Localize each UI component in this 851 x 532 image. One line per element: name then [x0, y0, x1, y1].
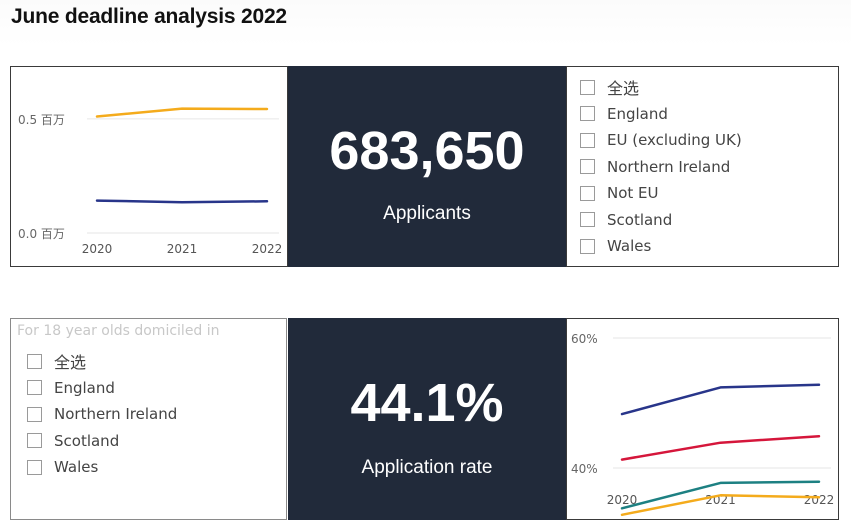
- slicer-header: For 18 year olds domiciled in: [17, 323, 220, 339]
- y-tick-label: 0.0 百万: [18, 227, 65, 241]
- slicer-item-label: England: [54, 378, 115, 397]
- series-line[interactable]: [620, 480, 821, 510]
- checkbox[interactable]: [27, 380, 42, 396]
- slicer-item-label: England: [607, 104, 668, 123]
- checkbox[interactable]: [580, 132, 595, 148]
- series-line[interactable]: [620, 434, 821, 461]
- slicer-item[interactable]: Scotland: [27, 428, 177, 455]
- slicer-item[interactable]: 全选: [580, 74, 742, 101]
- age18-slicer-card: For 18 year olds domiciled in 全选 England N…: [10, 318, 287, 520]
- slicer-item-label: Scotland: [54, 431, 120, 450]
- slicer-item[interactable]: England: [27, 375, 177, 402]
- title-bar: [0, 0, 851, 46]
- series-line[interactable]: [95, 107, 269, 118]
- application-rate-value: 44.1%: [350, 373, 504, 433]
- page-title: June deadline analysis 2022: [11, 5, 287, 28]
- y-tick-label: 40%: [571, 462, 598, 476]
- y-tick-label: 60%: [571, 332, 598, 346]
- slicer-item-label: 全选: [607, 79, 640, 99]
- slicer-item[interactable]: 全选: [27, 348, 177, 375]
- applicants-label: Applicants: [383, 203, 471, 224]
- applicants-trend-chart-card[interactable]: 0.0 百万 0.5 百万 2020 2021 2022: [10, 66, 288, 267]
- series-line[interactable]: [95, 199, 269, 204]
- checkbox[interactable]: [580, 106, 595, 122]
- slicer-item[interactable]: Wales: [580, 233, 742, 260]
- age18-slicer: 全选 England Northern Ireland Scotland Wales: [27, 348, 177, 481]
- slicer-item-label: Not EU: [607, 184, 659, 203]
- checkbox[interactable]: [27, 433, 42, 449]
- checkbox[interactable]: [27, 353, 42, 369]
- checkbox[interactable]: [580, 185, 595, 201]
- slicer-item[interactable]: Not EU: [580, 180, 742, 207]
- slicer-item-label: Scotland: [607, 210, 673, 229]
- x-tick-label: 2021: [167, 242, 198, 256]
- series-line[interactable]: [620, 494, 821, 517]
- slicer-item[interactable]: Wales: [27, 454, 177, 481]
- series-line[interactable]: [620, 383, 821, 416]
- x-tick-label: 2020: [82, 242, 113, 256]
- slicer-item-label: Northern Ireland: [607, 157, 731, 176]
- application-rate-kpi-card[interactable]: 44.1% Application rate: [288, 318, 566, 520]
- slicer-item[interactable]: Northern Ireland: [27, 401, 177, 428]
- slicer-item[interactable]: Scotland: [580, 207, 742, 234]
- x-tick-label: 2022: [804, 493, 835, 507]
- slicer-item-label: Wales: [607, 237, 652, 256]
- application-rate-chart: 40%60%2020 2021 2022: [571, 332, 835, 517]
- applicants-trend-chart: 0.0 百万 0.5 百万 2020 2021 2022: [18, 107, 283, 256]
- applicants-value: 683,650: [329, 121, 525, 181]
- checkbox[interactable]: [27, 459, 42, 475]
- x-tick-label: 2020: [607, 493, 638, 507]
- slicer-item[interactable]: Northern Ireland: [580, 154, 742, 181]
- x-tick-label: 2022: [252, 242, 283, 256]
- slicer-item-label: EU (excluding UK): [607, 131, 742, 150]
- slicer-item[interactable]: England: [580, 101, 742, 128]
- domicile-slicer-card: 全选 England EU (excluding UK) Northern Irela…: [566, 66, 839, 267]
- checkbox[interactable]: [580, 238, 595, 254]
- y-tick-label: 0.5 百万: [18, 113, 65, 127]
- slicer-item-label: 全选: [54, 353, 87, 373]
- slicer-item-label: Northern Ireland: [54, 405, 178, 424]
- domicile-slicer: 全选 England EU (excluding UK) Northern Irela…: [580, 74, 742, 260]
- application-rate-chart-card[interactable]: 40% 60% 2020 2021 2022: [566, 318, 839, 520]
- applicants-kpi-card[interactable]: 683,650 Applicants: [288, 66, 566, 267]
- application-rate-label: Application rate: [361, 457, 493, 478]
- slicer-item-label: Wales: [54, 458, 99, 477]
- checkbox[interactable]: [580, 79, 595, 95]
- checkbox[interactable]: [580, 212, 595, 228]
- checkbox[interactable]: [580, 159, 595, 175]
- checkbox[interactable]: [27, 406, 42, 422]
- slicer-item[interactable]: EU (excluding UK): [580, 127, 742, 154]
